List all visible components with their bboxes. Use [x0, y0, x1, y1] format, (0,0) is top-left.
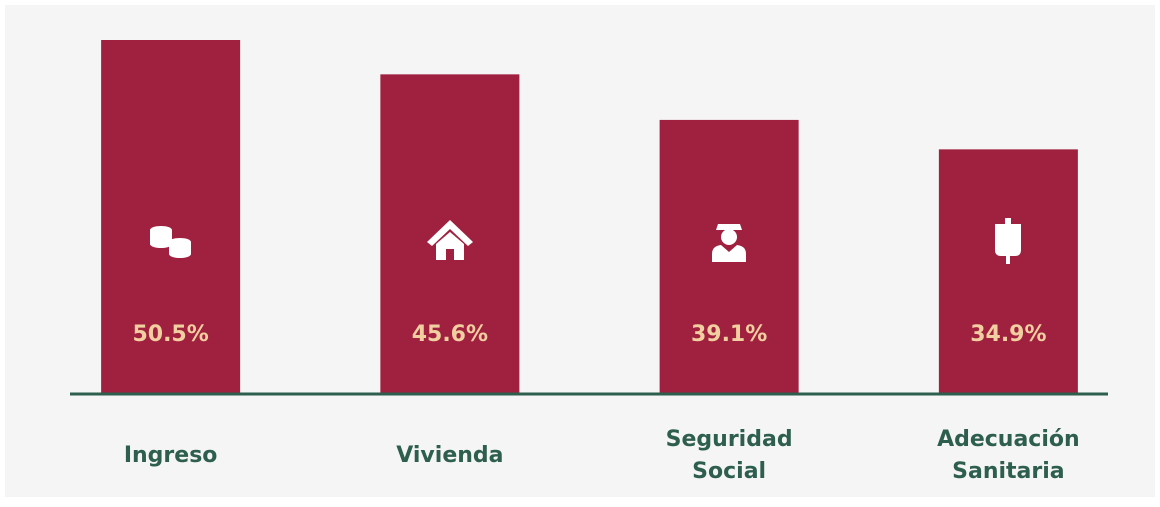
- house-icon: [427, 220, 473, 260]
- value-label: 45.6%: [412, 322, 488, 347]
- category-label: Ingreso: [123, 443, 218, 468]
- category-label: Vivienda: [396, 443, 504, 468]
- category-label: Adecuación Sanitaria: [937, 427, 1080, 484]
- coins-icon: [150, 226, 191, 258]
- value-label: 39.1%: [691, 322, 767, 347]
- bar: [101, 40, 241, 394]
- chart-canvas: 50.5% 45.6% 39.1% 34.9%: [70, 40, 1108, 396]
- category-label: Seguridad Social: [665, 427, 793, 484]
- bar: [938, 149, 1078, 394]
- officer-icon: [712, 224, 746, 262]
- chart: 50.5% 45.6% 39.1% 34.9% Ingreso Vivienda Segu…: [5, 5, 1155, 497]
- bars: [101, 40, 1078, 395]
- value-label: 50.5%: [132, 322, 208, 347]
- iv-bag-icon: [995, 218, 1021, 264]
- icons: [150, 218, 1021, 264]
- value-label: 34.9%: [970, 322, 1046, 347]
